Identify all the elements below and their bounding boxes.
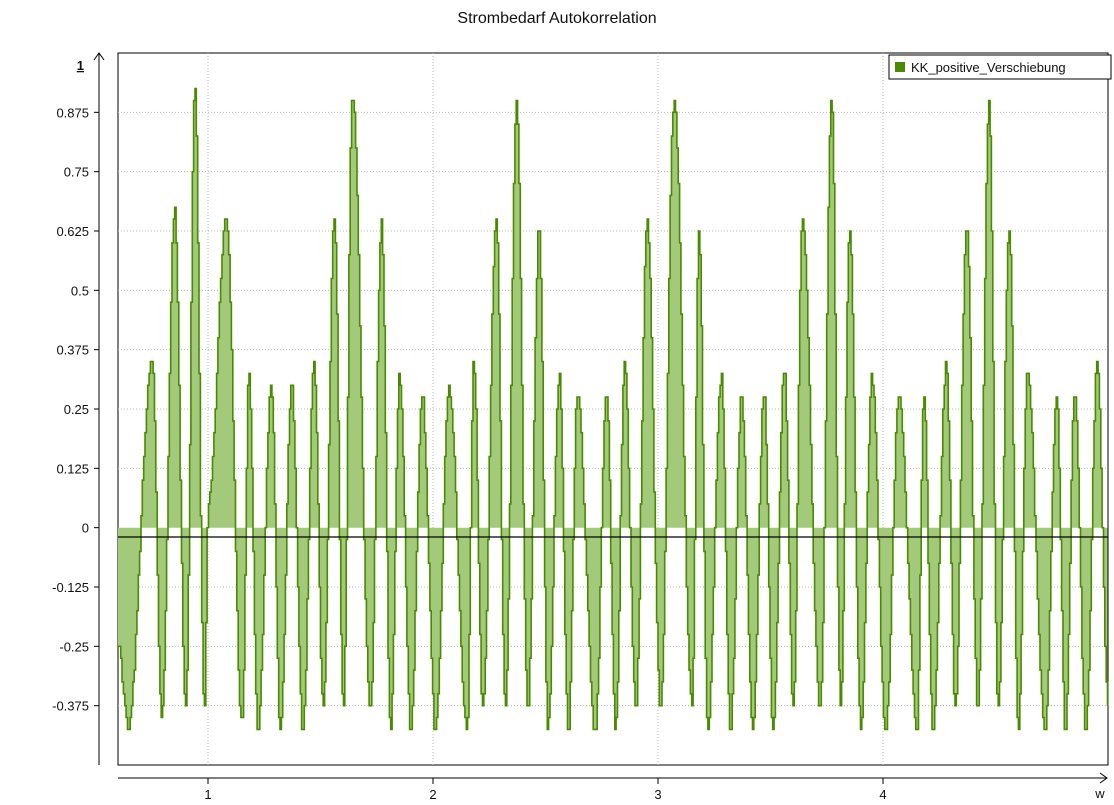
- x-tick-label: 4: [879, 787, 886, 802]
- y-tick-label: 0.125: [56, 461, 89, 476]
- legend-swatch: [895, 62, 905, 72]
- series-area: [118, 87, 1109, 731]
- x-axis: 1 2 3 4: [204, 778, 887, 802]
- y-tick-label: -0.375: [52, 699, 89, 714]
- x-tick-label: 2: [429, 787, 436, 802]
- y-axis-label: 1: [77, 58, 84, 73]
- series-line: [118, 87, 1109, 731]
- x-axis-label: w: [1094, 786, 1105, 801]
- y-tick-label: 0.5: [71, 283, 89, 298]
- y-tick-label: 0.625: [56, 224, 89, 239]
- y-tick-label: -0.125: [52, 580, 89, 595]
- y-tick-label: 0.75: [64, 165, 89, 180]
- y-tick-label: 0.375: [56, 343, 89, 358]
- y-tick-label: 0.875: [56, 105, 89, 120]
- legend: KK_positive_Verschiebung: [888, 54, 1112, 80]
- chart-title: Strombedarf Autokorrelation: [457, 10, 657, 27]
- legend-label: KK_positive_Verschiebung: [911, 60, 1066, 75]
- y-tick-label: 0: [82, 521, 89, 536]
- x-tick-label: 1: [204, 787, 211, 802]
- y-tick-label: -0.25: [59, 639, 89, 654]
- y-axis: 0.875 0.75 0.625 0.5 0.375 0.25 0.125 0 -0.125 -0…: [52, 105, 99, 714]
- y-axis-arrow: [93, 52, 105, 765]
- y-tick-label: 0.25: [64, 402, 89, 417]
- x-axis-arrow: [118, 772, 1108, 784]
- x-tick-label: 3: [654, 787, 661, 802]
